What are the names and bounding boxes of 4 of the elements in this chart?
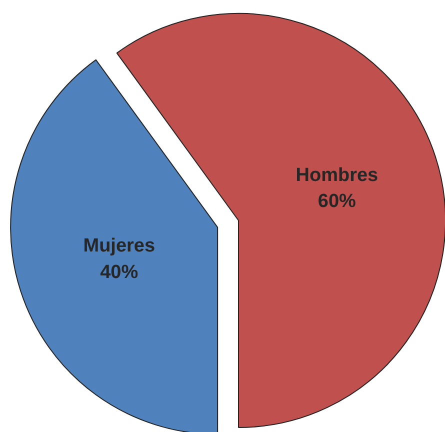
slice-label: Mujeres: [83, 236, 156, 257]
data-label: 40%: [100, 262, 138, 283]
data-label: 60%: [318, 191, 356, 212]
slice-label: Hombres: [296, 164, 378, 186]
